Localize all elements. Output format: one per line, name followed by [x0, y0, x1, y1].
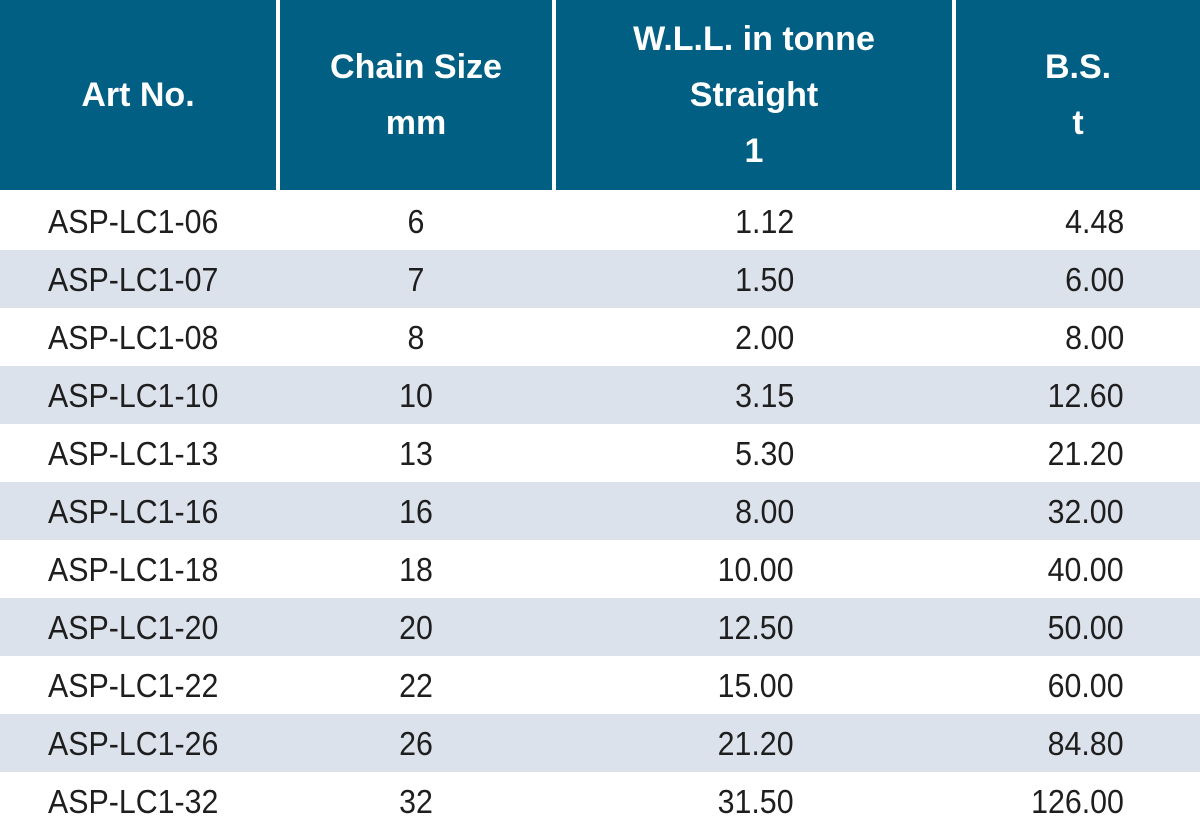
- cell-wll: 21.20: [718, 725, 794, 762]
- cell-bs: 84.80: [1048, 725, 1124, 762]
- cell-art-no: ASP-LC1-22: [48, 667, 219, 704]
- table-row: ASP-LC1-20 20 12.50 50.00: [0, 598, 1200, 656]
- table-row: ASP-LC1-22 22 15.00 60.00: [0, 656, 1200, 714]
- cell-bs: 126.00: [1031, 783, 1124, 820]
- header-art-no-line-1: Art No.: [81, 76, 195, 114]
- header-chain-size-line-1: Chain Size: [330, 48, 502, 86]
- cell-art-no: ASP-LC1-08: [48, 319, 219, 356]
- table-row: ASP-LC1-10 10 3.15 12.60: [0, 366, 1200, 424]
- cell-chain-size: 22: [399, 667, 433, 704]
- cell-wll: 2.00: [734, 319, 794, 356]
- cell-chain-size: 18: [399, 551, 433, 588]
- cell-wll: 1.12: [734, 203, 794, 240]
- table-row: ASP-LC1-32 32 31.50 126.00: [0, 772, 1200, 828]
- table-body: ASP-LC1-06 6 1.12 4.48 ASP-LC1-07 7 1.50…: [0, 192, 1200, 824]
- cell-bs: 12.60: [1048, 377, 1124, 414]
- cell-art-no: ASP-LC1-20: [48, 609, 219, 646]
- cell-wll: 12.50: [718, 609, 794, 646]
- header-art-no: Art No.: [0, 0, 276, 190]
- header-bs-line-2: t: [1072, 104, 1084, 142]
- cell-wll: 5.30: [734, 435, 794, 472]
- table-row: ASP-LC1-18 18 10.00 40.00: [0, 540, 1200, 598]
- cell-bs: 21.20: [1048, 435, 1124, 472]
- cell-bs: 50.00: [1048, 609, 1124, 646]
- table-header: Art No. Chain Size mm W.L.L. in tonne St…: [0, 0, 1200, 192]
- table-row: ASP-LC1-16 16 8.00 32.00: [0, 482, 1200, 540]
- cell-art-no: ASP-LC1-06: [48, 203, 219, 240]
- cell-wll: 15.00: [718, 667, 794, 704]
- table-row: ASP-LC1-26 26 21.20 84.80: [0, 714, 1200, 772]
- cell-bs: 32.00: [1048, 493, 1124, 530]
- cell-chain-size: 32: [399, 783, 433, 820]
- cell-bs: 40.00: [1048, 551, 1124, 588]
- cell-art-no: ASP-LC1-07: [48, 261, 219, 298]
- header-chain-size-line-2: mm: [385, 104, 447, 142]
- cell-art-no: ASP-LC1-13: [48, 435, 219, 472]
- cell-wll: 3.15: [734, 377, 794, 414]
- header-wll-line-1: W.L.L. in tonne: [633, 20, 875, 58]
- cell-chain-size: 26: [399, 725, 433, 762]
- cell-wll: 31.50: [718, 783, 794, 820]
- cell-bs: 60.00: [1048, 667, 1124, 704]
- cell-wll: 8.00: [734, 493, 794, 530]
- cell-bs: 4.48: [1064, 203, 1124, 240]
- header-wll: W.L.L. in tonne Straight 1: [556, 0, 952, 190]
- cell-wll: 1.50: [734, 261, 794, 298]
- table-row: ASP-LC1-13 13 5.30 21.20: [0, 424, 1200, 482]
- cell-art-no: ASP-LC1-32: [48, 783, 219, 820]
- table-row: ASP-LC1-07 7 1.50 6.00: [0, 250, 1200, 308]
- cell-chain-size: 13: [399, 435, 433, 472]
- cell-chain-size: 16: [399, 493, 433, 530]
- cell-bs: 8.00: [1064, 319, 1124, 356]
- cell-art-no: ASP-LC1-26: [48, 725, 219, 762]
- header-wll-line-2: Straight: [689, 76, 819, 114]
- cell-art-no: ASP-LC1-18: [48, 551, 219, 588]
- cell-wll: 10.00: [718, 551, 794, 588]
- cell-bs: 6.00: [1064, 261, 1124, 298]
- cell-art-no: ASP-LC1-16: [48, 493, 219, 530]
- header-chain-size: Chain Size mm: [280, 0, 552, 190]
- cell-chain-size: 20: [399, 609, 433, 646]
- cell-art-no: ASP-LC1-10: [48, 377, 219, 414]
- table-row: ASP-LC1-06 6 1.12 4.48: [0, 192, 1200, 250]
- cell-chain-size: 6: [407, 203, 425, 240]
- cell-chain-size: 10: [399, 377, 433, 414]
- header-wll-line-3: 1: [744, 132, 764, 170]
- cell-chain-size: 8: [407, 319, 425, 356]
- header-bs-line-1: B.S.: [1044, 48, 1112, 86]
- cell-chain-size: 7: [407, 261, 425, 298]
- table-row: ASP-LC1-08 8 2.00 8.00: [0, 308, 1200, 366]
- header-bs: B.S. t: [956, 0, 1200, 190]
